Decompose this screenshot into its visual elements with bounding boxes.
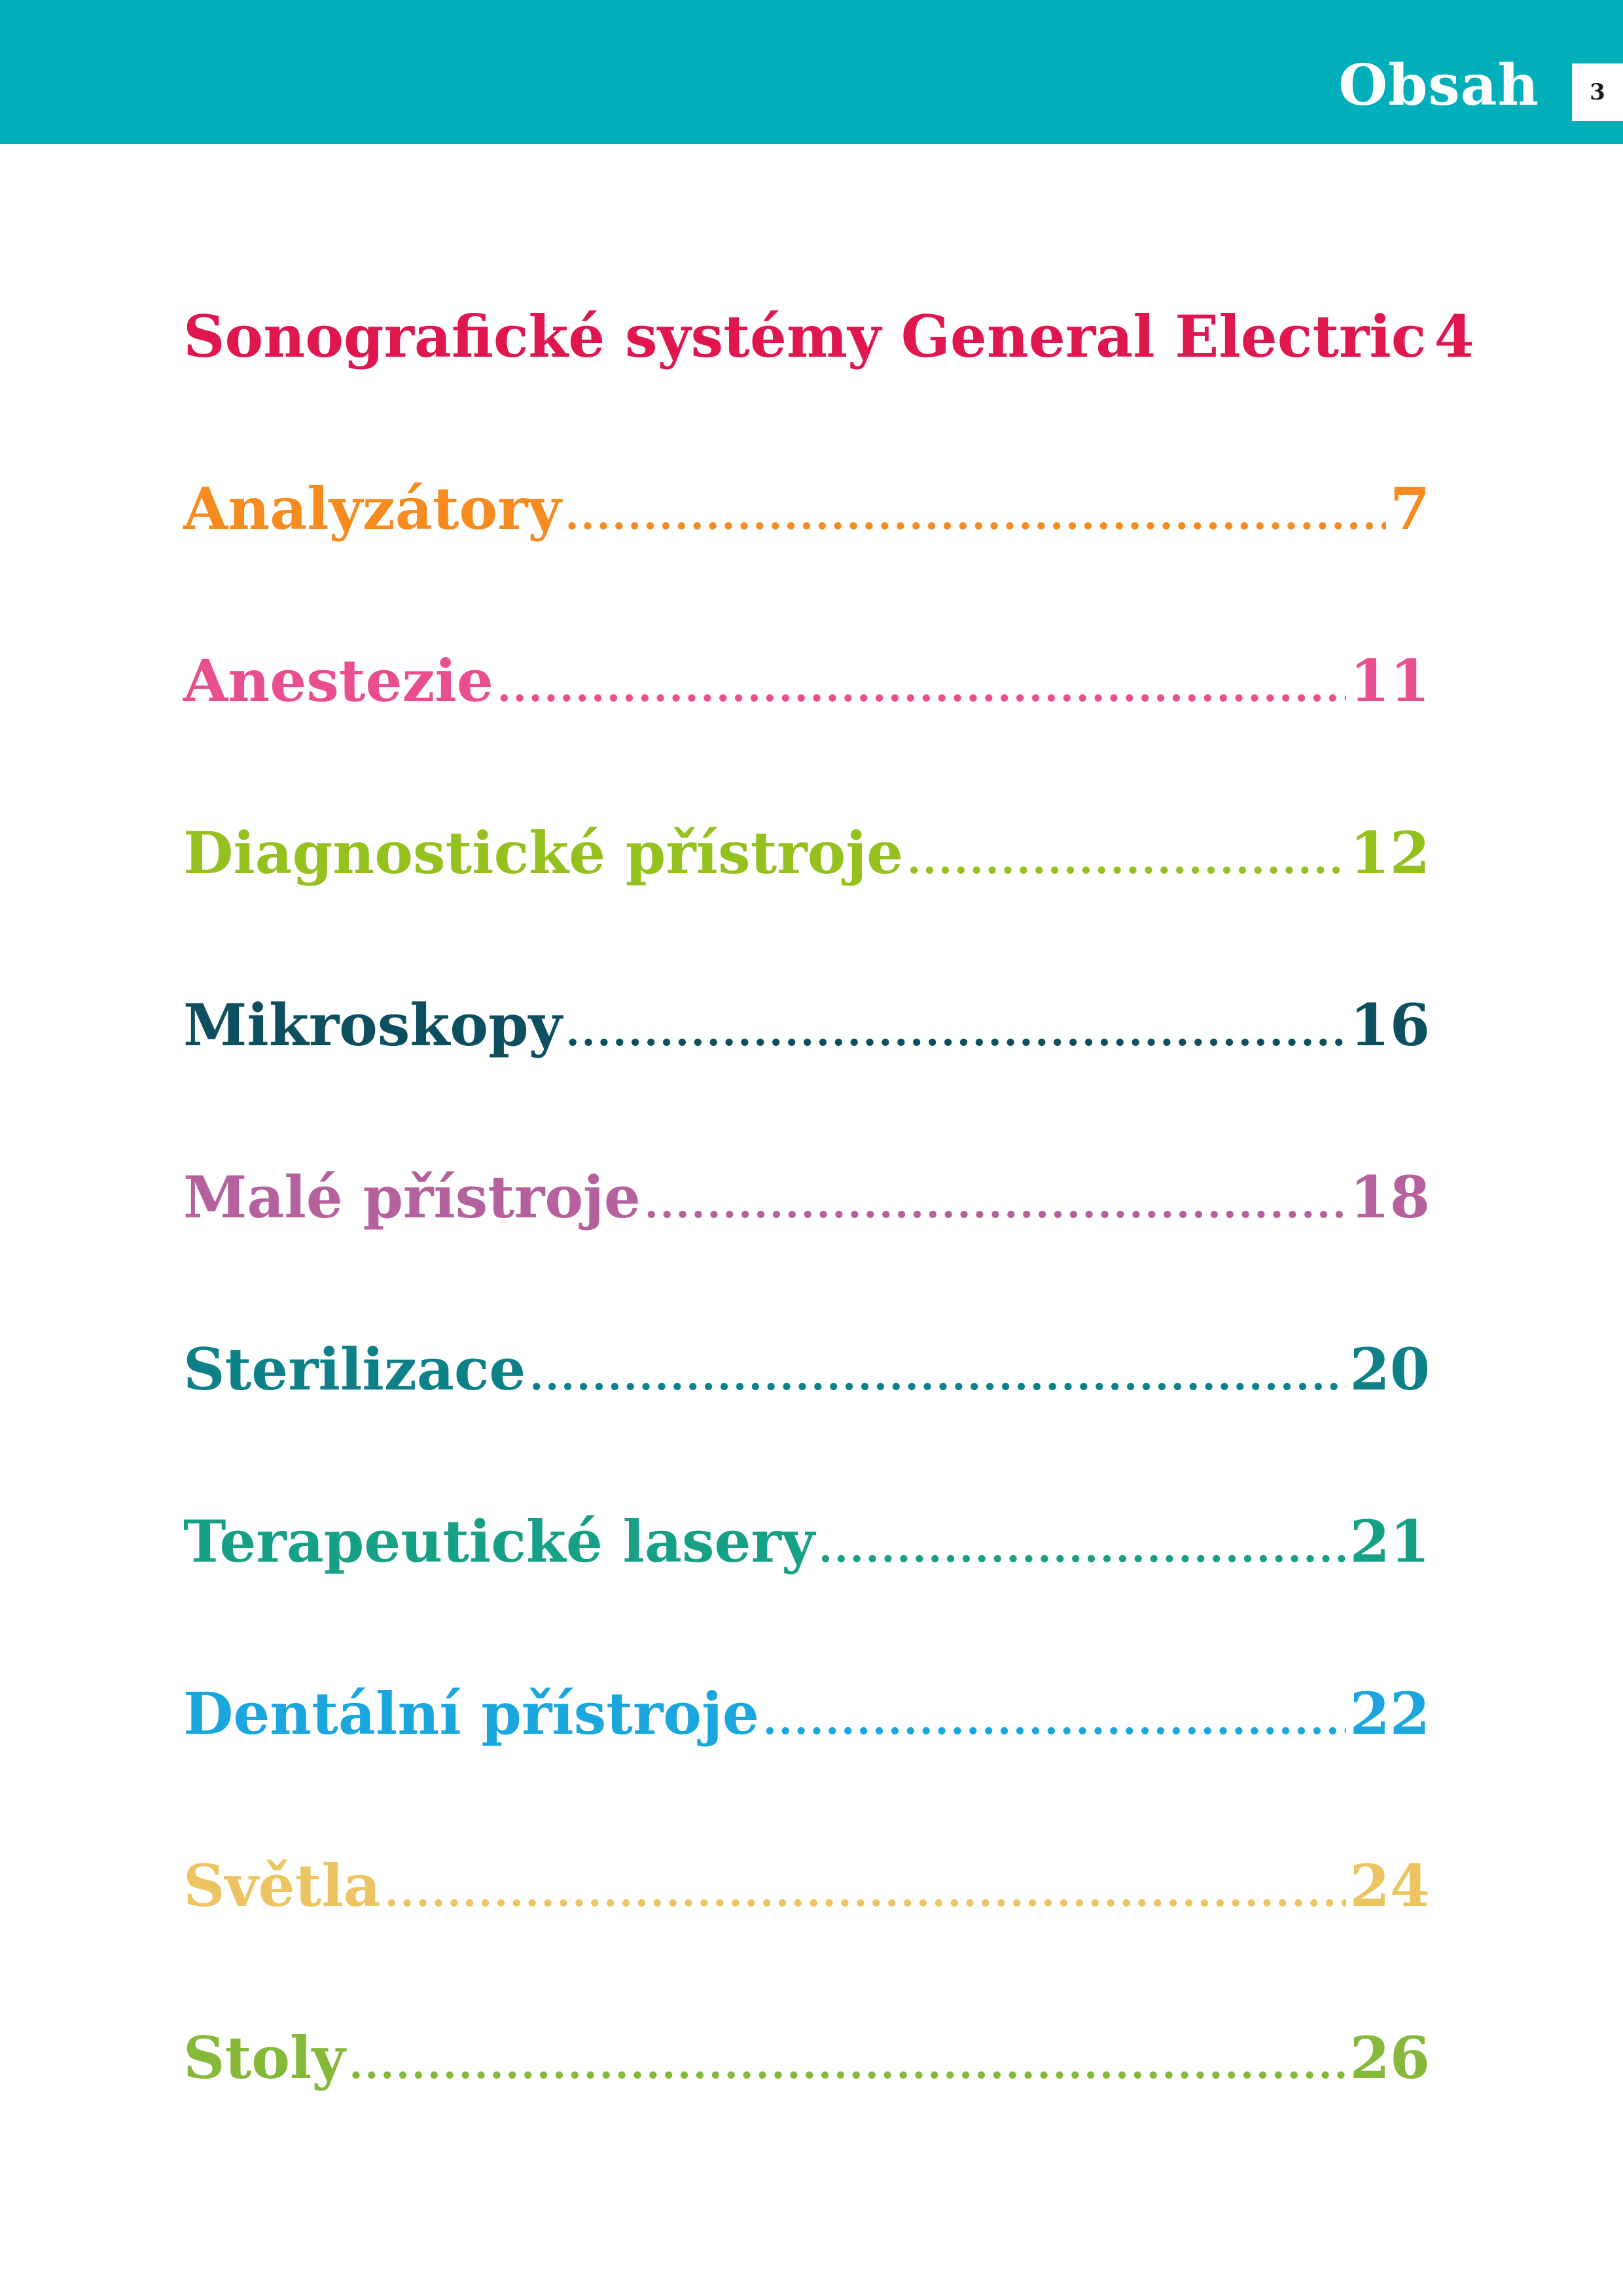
toc-entry-sonograficke-systemy[interactable]: Sonografické systémy General Electric 4 (183, 302, 1474, 480)
toc-entry-label: Stoly (183, 2024, 346, 2092)
toc-entry-label: Sonografické systémy General Electric (183, 302, 1427, 370)
toc-entry-page: 20 (1349, 1335, 1430, 1403)
toc-dot-leader (529, 1357, 1346, 1396)
page-number: 3 (1590, 79, 1605, 105)
toc-entry-analyzatory[interactable]: Analyzátory 7 (183, 480, 1430, 652)
toc-dot-leader (566, 1013, 1346, 1052)
toc-entry-page: 18 (1349, 1163, 1430, 1231)
toc-entry-label: Světla (183, 1852, 381, 1920)
toc-dot-leader (349, 2045, 1346, 2085)
toc-entry-terapeuticke-lasery[interactable]: Terapeutické lasery 21 (183, 1513, 1430, 1685)
toc-dot-leader (645, 1185, 1346, 1224)
toc-entry-page: 4 (1434, 302, 1474, 370)
toc-dot-leader (565, 496, 1386, 535)
toc-entry-male-pristroje[interactable]: Malé přístroje 18 (183, 1168, 1430, 1340)
toc-entry-page: 26 (1349, 2024, 1430, 2092)
toc-entry-mikroskopy[interactable]: Mikroskopy 16 (183, 996, 1430, 1168)
header-bar: Obsah (0, 0, 1623, 144)
toc-entry-label: Sterilizace (183, 1335, 526, 1403)
toc-dot-leader (385, 1873, 1346, 1912)
toc-entry-page: 7 (1389, 475, 1430, 543)
toc-entry-label: Mikroskopy (183, 991, 562, 1059)
toc-entry-page: 12 (1349, 819, 1430, 887)
toc-entry-stoly[interactable]: Stoly 26 (183, 2029, 1430, 2201)
toc-entry-label: Terapeutické lasery (183, 1507, 815, 1575)
toc-dot-leader (763, 1701, 1346, 1740)
page-number-box: 3 (1572, 63, 1623, 121)
toc-entry-label: Malé přístroje (183, 1163, 641, 1231)
toc-dot-leader (819, 1529, 1346, 1568)
toc-entry-label: Diagnostické přístroje (183, 819, 904, 887)
toc-entry-diagnosticke-pristroje[interactable]: Diagnostické přístroje 12 (183, 824, 1430, 996)
toc-entry-anestezie[interactable]: Anestezie 11 (183, 652, 1430, 824)
toc-entry-label: Anestezie (183, 647, 493, 715)
toc-entry-dentalni-pristroje[interactable]: Dentální přístroje 22 (183, 1685, 1430, 1857)
table-of-contents: Sonografické systémy General Electric 4 … (183, 302, 1474, 2201)
toc-entry-sterilizace[interactable]: Sterilizace 20 (183, 1340, 1430, 1513)
toc-dot-leader (907, 840, 1346, 880)
toc-entry-label: Analyzátory (183, 475, 562, 543)
toc-entry-label: Dentální přístroje (183, 1679, 759, 1748)
page-title: Obsah (1338, 52, 1539, 118)
toc-entry-svetla[interactable]: Světla 24 (183, 1857, 1430, 2029)
toc-entry-page: 22 (1349, 1679, 1430, 1748)
toc-entry-page: 24 (1349, 1852, 1430, 1920)
toc-entry-page: 21 (1349, 1507, 1430, 1575)
toc-dot-leader (497, 668, 1346, 708)
toc-entry-page: 11 (1349, 647, 1430, 715)
toc-entry-page: 16 (1349, 991, 1430, 1059)
